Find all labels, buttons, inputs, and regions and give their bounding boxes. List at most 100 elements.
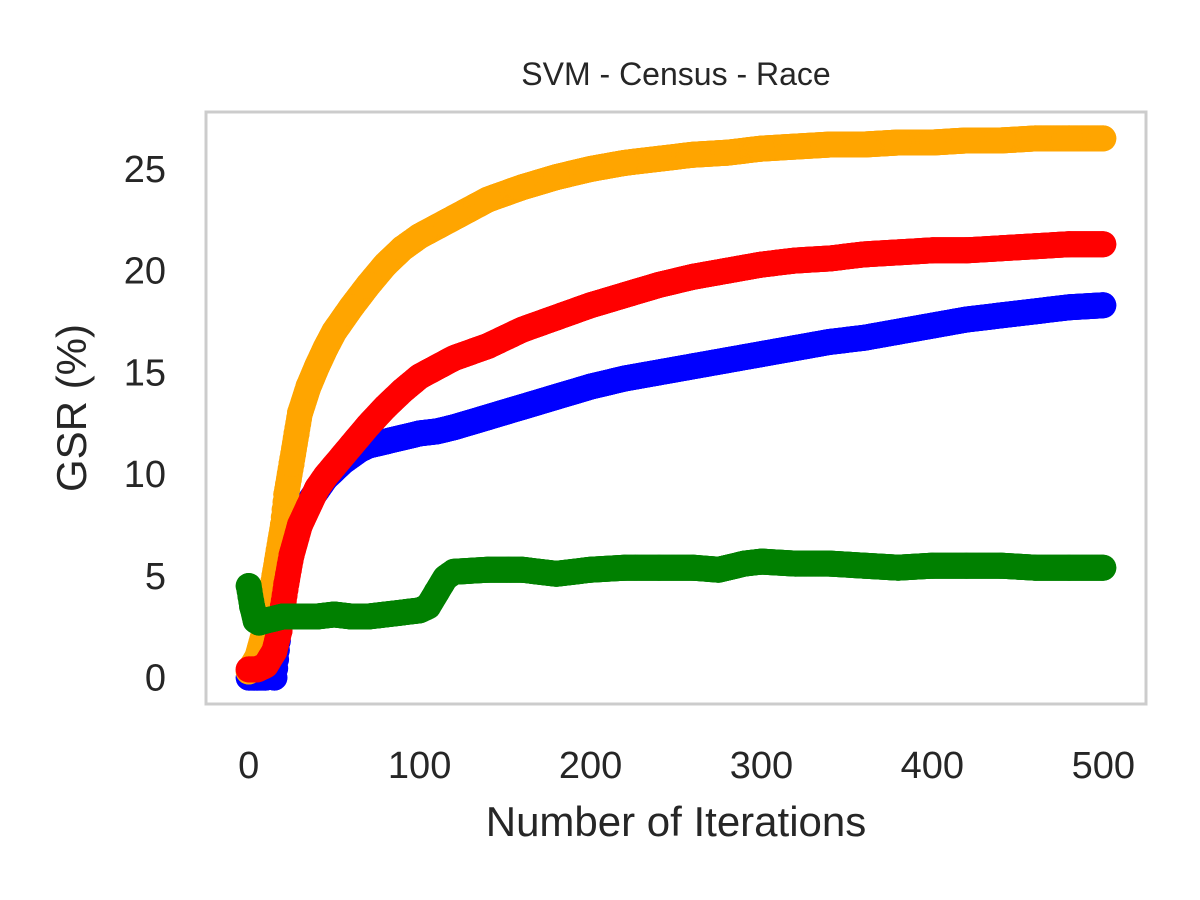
data-point <box>577 156 604 182</box>
data-point <box>919 552 946 579</box>
data-point <box>440 345 467 372</box>
data-point <box>509 556 536 583</box>
data-point <box>816 245 843 272</box>
y-tick-label: 0 <box>145 658 166 700</box>
series-1 <box>235 125 1117 685</box>
data-point <box>714 257 741 284</box>
data-point <box>440 204 467 231</box>
x-tick-label: 100 <box>388 745 451 787</box>
data-point <box>782 247 809 274</box>
data-point <box>919 312 946 339</box>
data-point <box>1021 233 1048 260</box>
series-0 <box>235 292 1117 691</box>
data-point <box>851 552 877 579</box>
data-point <box>278 450 305 477</box>
data-point <box>953 237 980 264</box>
data-point <box>680 263 707 290</box>
data-point <box>851 131 877 158</box>
data-point <box>1090 292 1117 319</box>
x-tick-label: 0 <box>238 745 259 787</box>
data-point <box>919 129 946 156</box>
data-point <box>680 353 707 380</box>
data-point <box>1090 231 1117 258</box>
data-point <box>1056 554 1083 581</box>
data-point <box>851 241 877 268</box>
series-3 <box>235 548 1117 636</box>
data-point <box>475 556 501 583</box>
data-point <box>611 365 638 392</box>
data-point <box>577 292 604 319</box>
data-point <box>987 235 1014 262</box>
data-point <box>475 404 501 431</box>
data-point <box>278 542 305 569</box>
data-point <box>816 328 843 355</box>
series-2 <box>235 231 1117 683</box>
y-tick-label: 5 <box>145 556 166 598</box>
data-point <box>782 133 809 160</box>
data-point <box>645 554 672 581</box>
data-point <box>321 318 348 345</box>
data-point <box>1056 231 1083 258</box>
data-point <box>1021 554 1048 581</box>
data-point <box>509 316 536 343</box>
x-tick-label: 300 <box>730 745 793 787</box>
x-tick-label: 400 <box>901 745 964 787</box>
data-point <box>543 560 570 587</box>
data-point <box>338 432 365 459</box>
data-point <box>748 251 775 278</box>
data-point <box>577 556 604 583</box>
y-tick-label: 15 <box>124 352 166 394</box>
data-point <box>475 333 501 359</box>
y-tick-label: 25 <box>124 149 166 191</box>
data-point <box>748 341 775 368</box>
data-point <box>283 420 310 447</box>
data-point <box>987 302 1014 329</box>
data-point <box>816 550 843 577</box>
y-axis-title: GSR (%) <box>48 324 95 492</box>
y-tick-label: 10 <box>124 454 166 496</box>
x-tick-label: 200 <box>559 745 622 787</box>
x-axis-title: Number of Iterations <box>486 798 867 845</box>
data-point <box>748 548 775 575</box>
data-point <box>680 141 707 168</box>
data-point <box>782 335 809 361</box>
data-point <box>611 554 638 581</box>
data-point <box>885 554 912 581</box>
data-point <box>1021 125 1048 152</box>
data-point <box>953 306 980 333</box>
data-point <box>885 318 912 345</box>
data-point <box>295 373 322 400</box>
chart-title: SVM - Census - Race <box>521 56 830 92</box>
data-point <box>509 394 536 420</box>
data-point <box>714 347 741 374</box>
data-point <box>1090 125 1117 152</box>
series-layer <box>235 125 1117 691</box>
data-point <box>355 271 382 298</box>
data-point <box>543 383 570 410</box>
data-point <box>543 164 570 191</box>
data-point <box>748 135 775 162</box>
data-point <box>287 400 313 427</box>
data-point <box>645 359 672 386</box>
data-point <box>406 223 433 250</box>
data-point <box>816 131 843 158</box>
data-point <box>987 552 1014 579</box>
data-point <box>885 239 912 266</box>
data-point <box>919 237 946 264</box>
data-point <box>372 251 399 278</box>
data-point <box>645 271 672 298</box>
data-point <box>475 186 501 213</box>
data-point <box>705 556 732 583</box>
data-point <box>885 129 912 156</box>
data-point <box>1056 294 1083 321</box>
data-point <box>680 554 707 581</box>
data-point <box>577 373 604 400</box>
x-axis-ticks: 0 100 200 300 400 500 <box>238 745 1135 787</box>
data-point <box>1056 125 1083 152</box>
data-point <box>714 139 741 166</box>
data-point <box>782 550 809 577</box>
data-point <box>645 145 672 172</box>
y-tick-label: 20 <box>124 251 166 293</box>
data-point <box>273 571 300 597</box>
